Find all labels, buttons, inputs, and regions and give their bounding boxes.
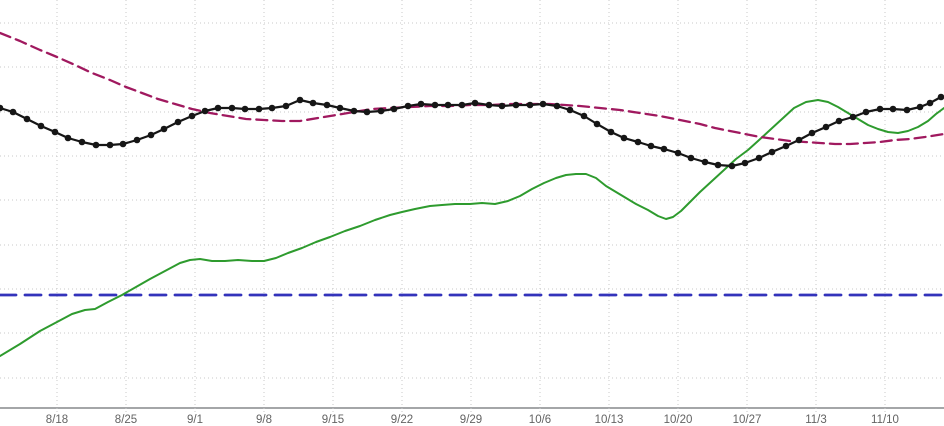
data-point-marker xyxy=(889,105,897,113)
data-point-marker xyxy=(674,149,682,157)
data-point-marker xyxy=(512,101,520,109)
x-axis-tick-label: 8/25 xyxy=(115,414,137,426)
data-point-marker xyxy=(714,161,722,169)
data-point-marker xyxy=(214,104,222,112)
x-axis-tick-label: 11/10 xyxy=(871,414,899,426)
x-axis-tick-label: 9/29 xyxy=(460,414,482,426)
data-point-marker xyxy=(634,138,642,146)
data-point-marker xyxy=(553,102,561,110)
data-point-marker xyxy=(937,93,944,101)
data-point-marker xyxy=(417,100,425,108)
data-point-marker xyxy=(808,129,816,137)
data-point-marker xyxy=(282,102,290,110)
green-solid-series-line xyxy=(0,99,944,357)
data-point-marker xyxy=(241,105,249,113)
data-point-marker xyxy=(607,128,615,136)
data-point-marker xyxy=(782,142,790,150)
data-point-marker xyxy=(268,104,276,112)
data-point-marker xyxy=(728,162,736,170)
x-axis-tick-label: 10/13 xyxy=(595,414,624,426)
data-point-marker xyxy=(926,99,934,107)
data-point-marker xyxy=(647,142,655,150)
x-axis-tick-label: 10/27 xyxy=(733,414,762,426)
x-axis-tick-label: 8/18 xyxy=(46,414,68,426)
x-axis-tick-label: 10/6 xyxy=(529,414,551,426)
data-point-marker xyxy=(431,101,439,109)
data-point-marker xyxy=(228,104,236,112)
data-point-marker xyxy=(849,113,857,121)
series-magenta-dashed-series xyxy=(0,31,944,146)
x-axis-tick-label: 9/15 xyxy=(322,414,344,426)
data-point-marker xyxy=(78,138,86,146)
data-point-marker xyxy=(390,105,398,113)
data-point-marker xyxy=(620,134,628,142)
data-point-marker xyxy=(835,117,843,125)
data-point-marker xyxy=(23,115,31,123)
data-point-marker xyxy=(903,106,911,114)
data-point-marker xyxy=(593,120,601,128)
data-point-marker xyxy=(580,112,588,120)
data-point-marker xyxy=(336,104,344,112)
x-axis-tick-label: 9/8 xyxy=(256,414,272,426)
data-point-marker xyxy=(296,96,304,104)
data-point-marker xyxy=(444,101,452,109)
gridlines xyxy=(0,0,944,408)
data-point-marker xyxy=(9,108,17,116)
series-black-marker-series xyxy=(0,93,944,170)
data-point-marker xyxy=(876,105,884,113)
data-point-marker xyxy=(188,112,196,120)
data-point-marker xyxy=(0,104,4,112)
data-point-marker xyxy=(51,128,59,136)
data-point-marker xyxy=(471,99,479,107)
data-point-marker xyxy=(64,134,72,142)
data-point-marker xyxy=(566,106,574,114)
data-point-marker xyxy=(363,108,371,116)
data-point-marker xyxy=(309,99,317,107)
data-point-marker xyxy=(377,107,385,115)
data-point-marker xyxy=(768,148,776,156)
data-point-marker xyxy=(323,101,331,109)
data-point-marker xyxy=(862,108,870,116)
data-point-marker xyxy=(133,136,141,144)
data-point-marker xyxy=(822,123,830,131)
x-axis-tick-label: 11/3 xyxy=(805,414,827,426)
data-point-marker xyxy=(687,154,695,162)
data-point-marker xyxy=(106,141,114,149)
x-axis: 8/18 8/25 9/1 9/8 9/15 9/22 9/29 10/6 10/13 10/20… xyxy=(0,407,944,426)
x-axis-tick-label: 10/20 xyxy=(664,414,693,426)
data-point-marker xyxy=(404,102,412,110)
data-point-marker xyxy=(916,103,924,111)
magenta-dashed-series-line xyxy=(0,31,944,146)
data-point-marker xyxy=(795,136,803,144)
data-point-marker xyxy=(119,140,127,148)
data-point-marker xyxy=(498,102,506,110)
data-point-marker xyxy=(485,101,493,109)
data-point-marker xyxy=(741,159,749,167)
data-point-marker xyxy=(701,158,709,166)
series-green-solid-series xyxy=(0,99,944,357)
data-point-marker xyxy=(458,101,466,109)
data-point-marker xyxy=(660,145,668,153)
data-point-marker xyxy=(37,122,45,130)
data-point-marker xyxy=(201,107,209,115)
data-point-marker xyxy=(350,107,358,115)
black-marker-series-line xyxy=(0,95,943,168)
data-point-marker xyxy=(160,125,168,133)
data-point-marker xyxy=(755,154,763,162)
data-point-marker xyxy=(255,105,263,113)
data-point-marker xyxy=(539,100,547,108)
data-point-marker xyxy=(526,101,534,109)
data-point-marker xyxy=(174,118,182,126)
x-axis-tick-label: 9/1 xyxy=(187,414,203,426)
data-point-marker xyxy=(92,141,100,149)
data-point-marker xyxy=(147,131,155,139)
x-axis-tick-label: 9/22 xyxy=(391,414,413,426)
